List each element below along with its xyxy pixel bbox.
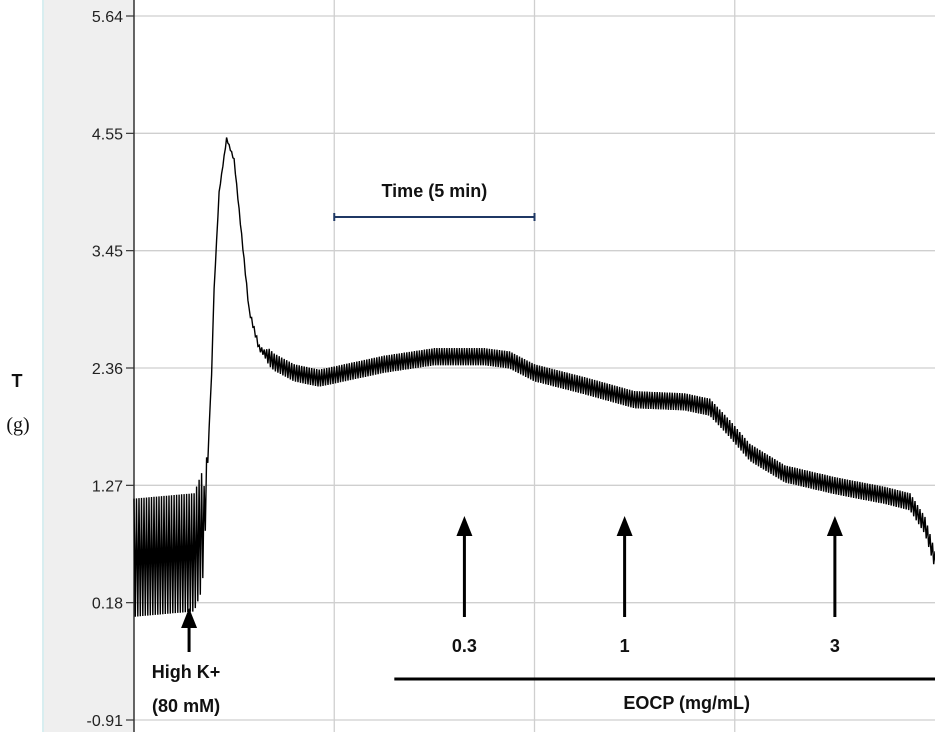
dose-label: 1 — [620, 636, 630, 656]
dose-label: 3 — [830, 636, 840, 656]
time-scale-bar: Time (5 min) — [333, 181, 536, 221]
left-margin-edge — [42, 0, 44, 732]
annotations: High K+ (80 mM) Time (5 min) 0.3 1 3 EOCP … — [152, 181, 935, 716]
y-tick-label: 2.36 — [92, 361, 123, 378]
tension-trace — [133, 137, 935, 617]
y-tick-label: 3.45 — [92, 244, 123, 261]
y-tick-label: 0.18 — [92, 596, 123, 613]
y-tick-label: 4.55 — [92, 126, 123, 143]
y-tick-label: 1.27 — [92, 478, 123, 495]
dose-arrowhead — [616, 516, 633, 536]
y-axis-unit: (g) — [6, 414, 29, 436]
dose-label: 0.3 — [452, 636, 477, 656]
high-k-marker: High K+ (80 mM) — [152, 608, 221, 716]
high-k-concentration-label: (80 mM) — [152, 696, 220, 716]
high-k-arrowhead — [181, 608, 198, 628]
y-axis-label: T — [12, 371, 23, 391]
time-scale-label: Time (5 min) — [382, 181, 488, 201]
eocp-label: EOCP (mg/mL) — [623, 693, 750, 713]
y-ticks: 5.64 4.55 3.45 2.36 1.27 0.18 -0.91 — [87, 9, 134, 730]
dose-arrowhead — [826, 516, 843, 536]
y-tick-label: 5.64 — [92, 9, 123, 26]
dose-markers: 0.3 1 3 — [452, 516, 843, 656]
y-tick-label: -0.91 — [87, 713, 124, 730]
grid-lines — [134, 0, 935, 732]
high-k-label: High K+ — [152, 662, 221, 682]
dose-arrowhead — [456, 516, 473, 536]
left-margin-strip — [42, 0, 134, 732]
eocp-bar: EOCP (mg/mL) — [394, 677, 935, 713]
